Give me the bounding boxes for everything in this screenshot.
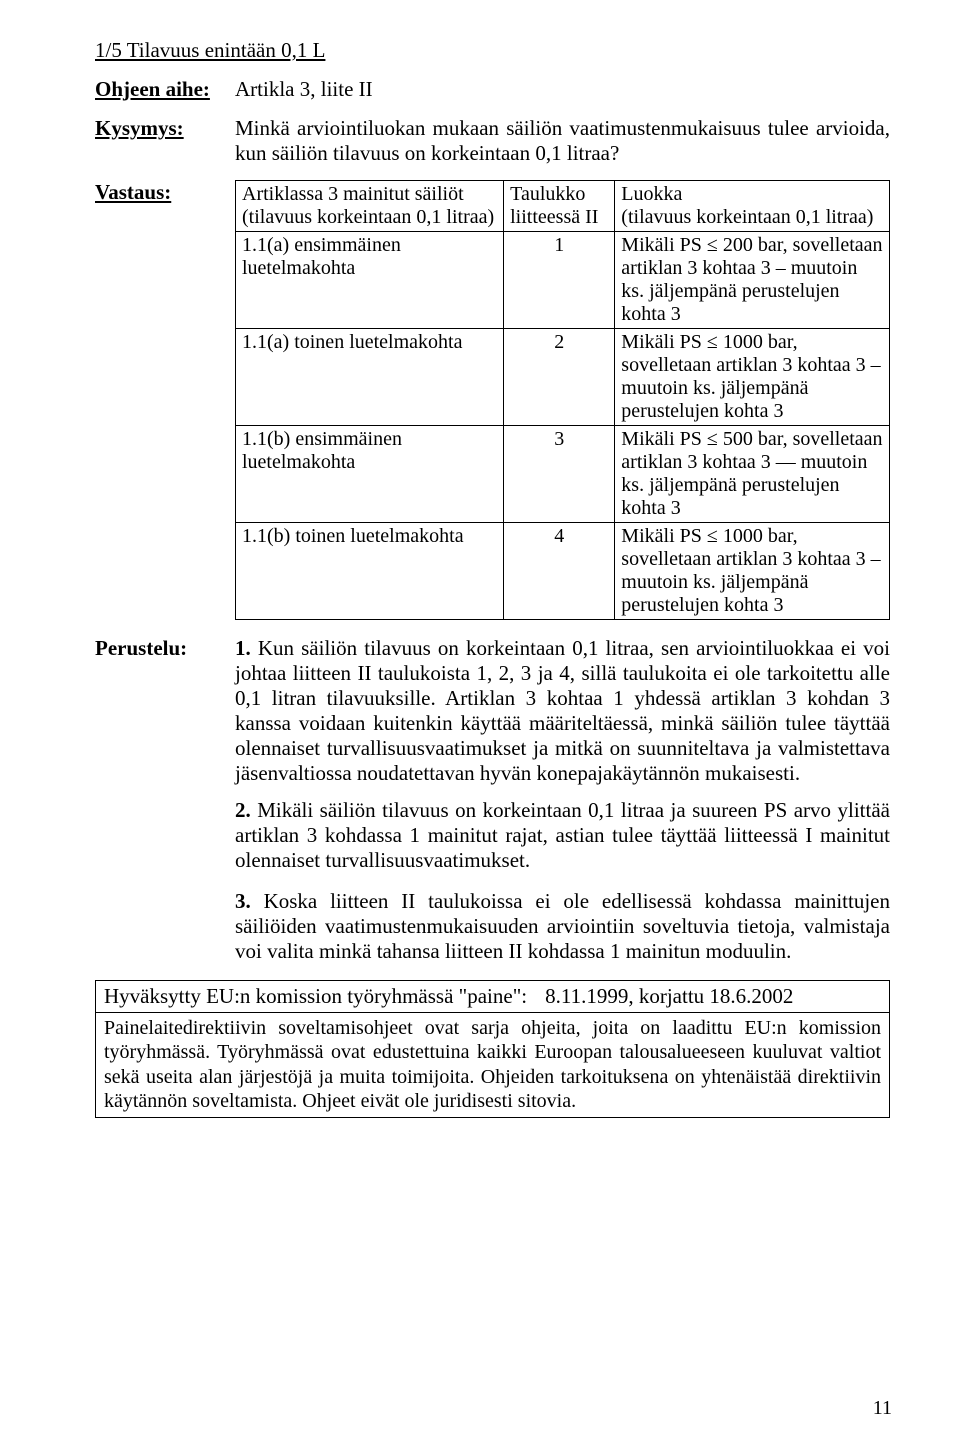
kysymys-row: Kysymys: Minkä arviointiluokan mukaan sä… <box>95 116 890 166</box>
perustelu-p3-text: Koska liitteen II taulukoissa ei ole ede… <box>235 889 890 963</box>
page-title: 1/5 Tilavuus enintään 0,1 L <box>95 38 890 63</box>
perustelu-p3: 3. Koska liitteen II taulukoissa ei ole … <box>235 889 890 964</box>
perustelu-row: Perustelu: 1. Kun säiliön tilavuus on ko… <box>95 636 890 786</box>
perustelu-p2: 2. Mikäli säiliön tilavuus on korkeintaa… <box>235 798 890 873</box>
table-cell: Mikäli PS ≤ 1000 bar, sovelletaan artikl… <box>615 523 890 620</box>
vastaus-content: Artiklassa 3 mainitut säiliöt (tilavuus … <box>235 180 890 620</box>
approval-body: Painelaitedirektiivin soveltamisohjeet o… <box>96 1013 889 1117</box>
vastaus-row: Vastaus: Artiklassa 3 mainitut säiliöt (… <box>95 180 890 620</box>
table-cell: 1.1(a) toinen luetelmakohta <box>236 329 504 426</box>
perustelu-p1: 1. Kun säiliön tilavuus on korkeintaan 0… <box>235 636 890 786</box>
table-cell: Mikäli PS ≤ 200 bar, sovelletaan artikla… <box>615 232 890 329</box>
approval-box: Hyväksytty EU:n komission työryhmässä "p… <box>95 980 890 1118</box>
perustelu-continued: 2. Mikäli säiliön tilavuus on korkeintaa… <box>235 798 890 964</box>
perustelu-p2-text: Mikäli säiliön tilavuus on korkeintaan 0… <box>235 798 890 872</box>
table-cell: 2 <box>504 329 615 426</box>
table-header-col3b: (tilavuus korkeintaan 0,1 litraa) <box>621 206 873 228</box>
ohjeen-aihe-row: Ohjeen aihe: Artikla 3, liite II <box>95 77 890 102</box>
kysymys-text: Minkä arviointiluokan mukaan säiliön vaa… <box>235 116 890 166</box>
table-cell: 3 <box>504 426 615 523</box>
table-cell: Mikäli PS ≤ 500 bar, sovelletaan artikla… <box>615 426 890 523</box>
table-cell: Mikäli PS ≤ 1000 bar, sovelletaan artikl… <box>615 329 890 426</box>
classification-table: Artiklassa 3 mainitut säiliöt (tilavuus … <box>235 180 890 620</box>
table-header-col1: Artiklassa 3 mainitut säiliöt (tilavuus … <box>236 181 504 232</box>
page-number: 11 <box>873 1397 892 1420</box>
table-row: 1.1(a) toinen luetelmakohta 2 Mikäli PS … <box>236 329 890 426</box>
perustelu-p1-text: Kun säiliön tilavuus on korkeintaan 0,1 … <box>235 636 890 785</box>
perustelu-p1-lead: 1. <box>235 636 251 660</box>
approval-head-left: Hyväksytty EU:n komission työryhmässä "p… <box>104 984 527 1009</box>
table-row: 1.1(b) toinen luetelmakohta 4 Mikäli PS … <box>236 523 890 620</box>
perustelu-p2-lead: 2. <box>235 798 251 822</box>
table-cell: 1.1(b) ensimmäinen luetelmakohta <box>236 426 504 523</box>
approval-head-right: 8.11.1999, korjattu 18.6.2002 <box>545 984 793 1009</box>
table-row: 1.1(a) ensimmäinen luetelmakohta 1 Mikäl… <box>236 232 890 329</box>
table-header-col3a: Luokka <box>621 183 682 205</box>
vastaus-label: Vastaus: <box>95 180 235 620</box>
approval-head: Hyväksytty EU:n komission työryhmässä "p… <box>96 981 889 1013</box>
table-cell: 1.1(b) toinen luetelmakohta <box>236 523 504 620</box>
ohjeen-aihe-label: Ohjeen aihe: <box>95 77 235 102</box>
ohjeen-aihe-text: Artikla 3, liite II <box>235 77 890 102</box>
perustelu-label: Perustelu: <box>95 636 235 786</box>
perustelu-p3-lead: 3. <box>235 889 251 913</box>
kysymys-label: Kysymys: <box>95 116 235 166</box>
table-header-col2: Taulukko liitteessä II <box>504 181 615 232</box>
table-header-row: Artiklassa 3 mainitut säiliöt (tilavuus … <box>236 181 890 232</box>
table-cell: 1 <box>504 232 615 329</box>
table-header-col3: Luokka (tilavuus korkeintaan 0,1 litraa) <box>615 181 890 232</box>
table-cell: 1.1(a) ensimmäinen luetelmakohta <box>236 232 504 329</box>
table-cell: 4 <box>504 523 615 620</box>
table-row: 1.1(b) ensimmäinen luetelmakohta 3 Mikäl… <box>236 426 890 523</box>
